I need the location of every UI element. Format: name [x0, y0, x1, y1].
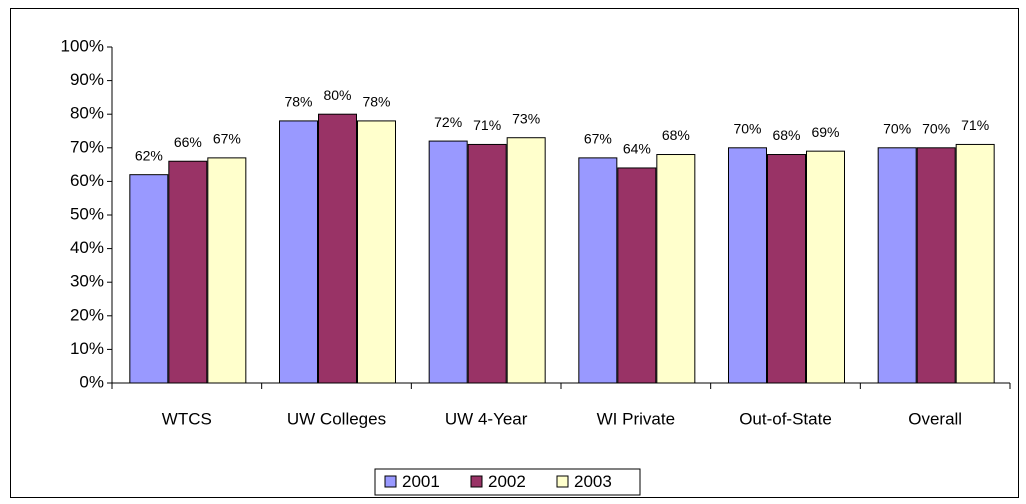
value-label: 66% [174, 134, 202, 150]
bar [428, 140, 468, 384]
legend-swatch [384, 475, 397, 488]
chart-border [10, 8, 1019, 498]
value-label: 68% [662, 127, 690, 143]
y-tick-label: 0% [79, 372, 104, 391]
legend-swatch [556, 475, 569, 488]
y-tick-label: 70% [70, 137, 104, 156]
bar [578, 157, 618, 384]
y-tick-label: 40% [70, 238, 104, 257]
value-label: 70% [883, 121, 911, 137]
x-tick-label: WTCS [162, 409, 212, 428]
legend-swatch [470, 475, 483, 488]
bar [168, 160, 208, 384]
y-tick-label: 50% [70, 204, 104, 223]
value-label: 71% [473, 117, 501, 133]
y-tick-label: 30% [70, 272, 104, 291]
legend-box [374, 468, 641, 496]
legend-label: 2003 [574, 472, 612, 491]
value-label: 80% [323, 87, 351, 103]
value-label: 68% [772, 127, 800, 143]
bar [617, 167, 657, 384]
bar [207, 157, 247, 384]
value-label: 70% [922, 121, 950, 137]
legend-label: 2002 [488, 472, 526, 491]
value-label: 78% [362, 94, 390, 110]
bar [467, 143, 507, 384]
value-label: 70% [733, 121, 761, 137]
value-label: 72% [434, 114, 462, 130]
y-tick-label: 20% [70, 305, 104, 324]
value-label: 64% [623, 141, 651, 157]
bar [129, 174, 169, 384]
value-label: 78% [284, 94, 312, 110]
bar [916, 147, 956, 384]
bar [955, 143, 995, 384]
bar [656, 154, 696, 384]
y-tick-label: 60% [70, 171, 104, 190]
x-tick-label: WI Private [597, 409, 675, 428]
value-label: 67% [584, 131, 612, 147]
y-tick-label: 80% [70, 104, 104, 123]
x-tick-label: Out-of-State [739, 409, 832, 428]
value-label: 67% [213, 131, 241, 147]
value-label: 62% [135, 147, 163, 163]
x-tick-label: UW Colleges [287, 409, 386, 428]
bar [806, 150, 845, 384]
legend-label: 2001 [402, 472, 440, 491]
y-tick-label: 10% [70, 339, 104, 358]
bar [767, 154, 806, 384]
bar [357, 120, 396, 384]
bar [877, 147, 917, 384]
bar [728, 147, 767, 384]
bar [506, 137, 546, 384]
value-label: 71% [961, 117, 989, 133]
bar [318, 113, 357, 384]
value-label: 73% [512, 110, 540, 126]
value-label: 69% [811, 124, 839, 140]
y-tick-label: 90% [70, 70, 104, 89]
x-tick-label: UW 4-Year [445, 409, 528, 428]
y-tick-label: 100% [61, 36, 104, 55]
x-tick-label: Overall [908, 409, 962, 428]
bar [279, 120, 318, 384]
